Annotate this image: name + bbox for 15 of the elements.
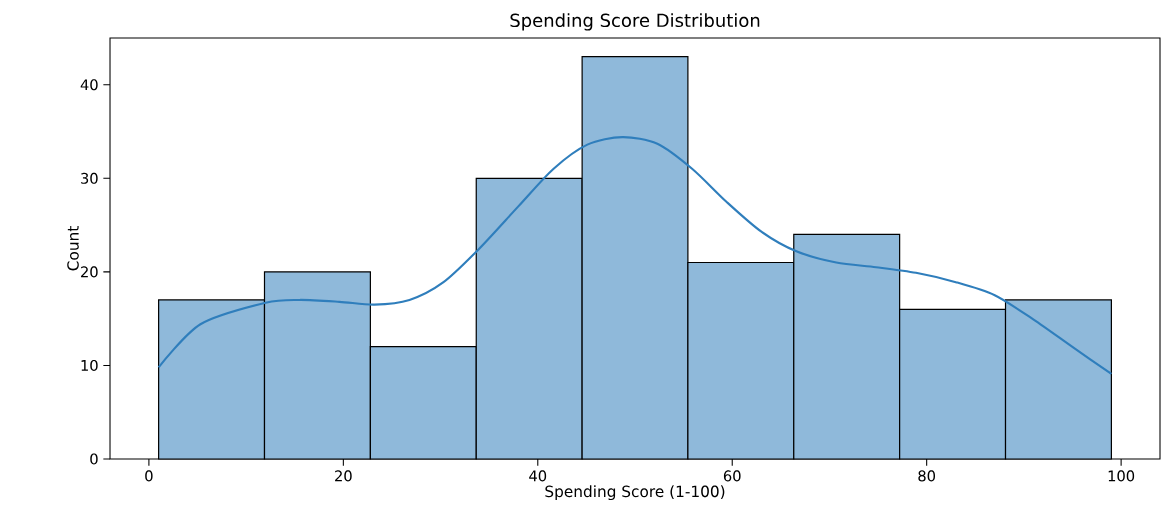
y-tick-label: 0 (90, 453, 98, 465)
x-tick-label: 80 (918, 470, 936, 482)
x-tick-label: 20 (335, 470, 352, 482)
x-tick-label: 100 (1108, 470, 1135, 482)
y-tick-label: 30 (81, 172, 98, 184)
y-tick-label: 40 (80, 79, 98, 91)
line-series (157, 136, 1113, 375)
x-tick-label: 40 (529, 470, 547, 482)
x-axis-title: Spending Score (1-100) (545, 485, 725, 501)
chart-title: Spending Score Distribution (510, 13, 760, 31)
y-tick-label: 20 (81, 266, 98, 278)
x-tick-label: 0 (145, 470, 153, 482)
y-axis-title: Count (67, 226, 79, 271)
y-tick-label: 10 (81, 359, 98, 371)
x-tick-label: 60 (723, 470, 741, 482)
